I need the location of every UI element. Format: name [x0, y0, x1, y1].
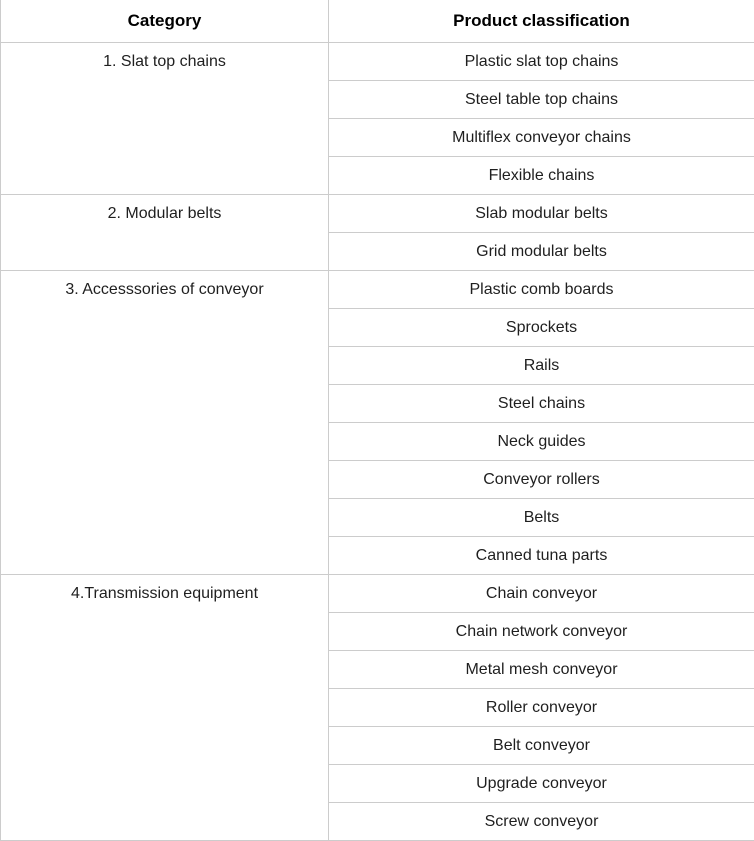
product-cell: Neck guides [329, 423, 754, 461]
product-cell: Plastic comb boards [329, 271, 754, 309]
product-cell: Upgrade conveyor [329, 765, 754, 803]
column-header-category: Category [1, 0, 329, 43]
product-cell: Screw conveyor [329, 803, 754, 841]
category-cell: 4.Transmission equipment [1, 575, 329, 841]
category-label: 4.Transmission equipment [1, 575, 328, 613]
product-cell: Conveyor rollers [329, 461, 754, 499]
product-cell: Canned tuna parts [329, 537, 754, 575]
category-cell: 1. Slat top chains [1, 43, 329, 195]
category-label: 1. Slat top chains [1, 43, 328, 81]
product-cell: Rails [329, 347, 754, 385]
product-cell: Steel table top chains [329, 81, 754, 119]
product-cell: Flexible chains [329, 157, 754, 195]
category-cell: 3. Accesssories of conveyor [1, 271, 329, 575]
product-cell: Belts [329, 499, 754, 537]
product-cell: Sprockets [329, 309, 754, 347]
product-cell: Steel chains [329, 385, 754, 423]
product-cell: Plastic slat top chains [329, 43, 754, 81]
product-cell: Slab modular belts [329, 195, 754, 233]
product-cell: Multiflex conveyor chains [329, 119, 754, 157]
product-cell: Roller conveyor [329, 689, 754, 727]
product-cell: Chain conveyor [329, 575, 754, 613]
category-cell: 2. Modular belts [1, 195, 329, 271]
category-label: 3. Accesssories of conveyor [1, 271, 328, 309]
column-header-product-classification: Product classification [329, 0, 754, 43]
category-label: 2. Modular belts [1, 195, 328, 233]
product-cell: Grid modular belts [329, 233, 754, 271]
table-header-row: Category Product classification [1, 0, 754, 43]
product-cell: Metal mesh conveyor [329, 651, 754, 689]
product-cell: Belt conveyor [329, 727, 754, 765]
product-cell: Chain network conveyor [329, 613, 754, 651]
